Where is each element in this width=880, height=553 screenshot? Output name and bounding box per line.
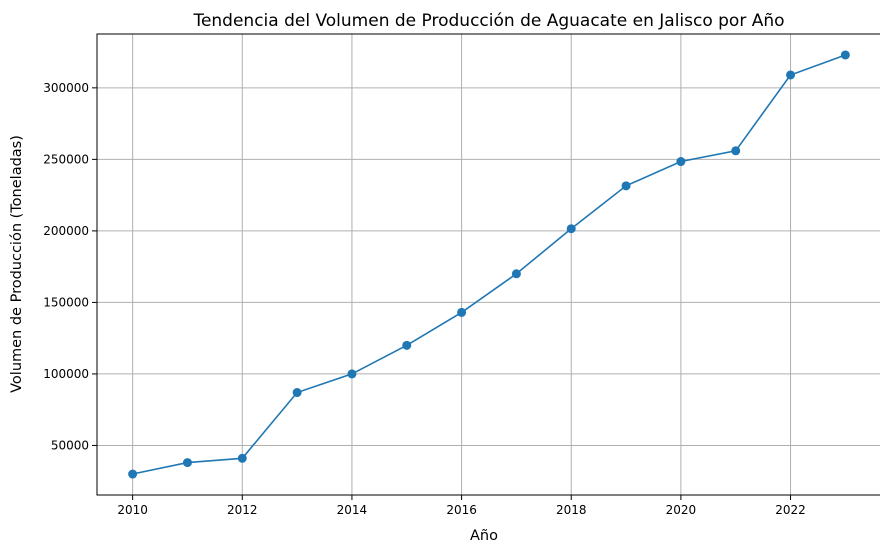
x-tick-label: 2022: [775, 503, 806, 517]
data-point: [237, 453, 247, 463]
data-point: [621, 181, 631, 191]
chart-title: Tendencia del Volumen de Producción de A…: [192, 11, 784, 31]
data-point: [128, 469, 138, 479]
y-tick-label: 150000: [43, 295, 89, 309]
data-point: [840, 50, 850, 60]
series: [128, 50, 850, 479]
data-point: [402, 340, 412, 350]
y-tick-label: 300000: [43, 81, 89, 95]
data-point: [457, 307, 467, 317]
x-tick-label: 2010: [117, 503, 148, 517]
x-tick-label: 2016: [446, 503, 477, 517]
data-point: [347, 369, 357, 379]
data-point: [511, 269, 521, 279]
y-axis-label: Volumen de Producción (Toneladas): [9, 135, 25, 393]
data-point: [786, 70, 796, 80]
x-axis-label: Año: [470, 528, 498, 544]
y-tick-label: 200000: [43, 224, 89, 238]
y-tick-label: 100000: [43, 367, 89, 381]
data-point: [731, 146, 741, 156]
data-point: [566, 224, 576, 234]
x-tick-label: 2012: [227, 503, 258, 517]
data-point: [676, 157, 686, 167]
data-point: [182, 458, 192, 468]
y-tick-label: 250000: [43, 152, 89, 166]
plot-frame: [96, 33, 880, 496]
series-line: [132, 54, 846, 475]
x-tick-label: 2014: [337, 503, 368, 517]
axis-ticks: 2010 2012 2014 2016 2018 2020 2022 50000 100000 1…: [43, 81, 806, 517]
x-tick-label: 2020: [666, 503, 697, 517]
x-tick-label: 2018: [556, 503, 587, 517]
data-point: [292, 388, 302, 398]
y-tick-label: 50000: [51, 438, 89, 452]
grid: [97, 34, 880, 495]
